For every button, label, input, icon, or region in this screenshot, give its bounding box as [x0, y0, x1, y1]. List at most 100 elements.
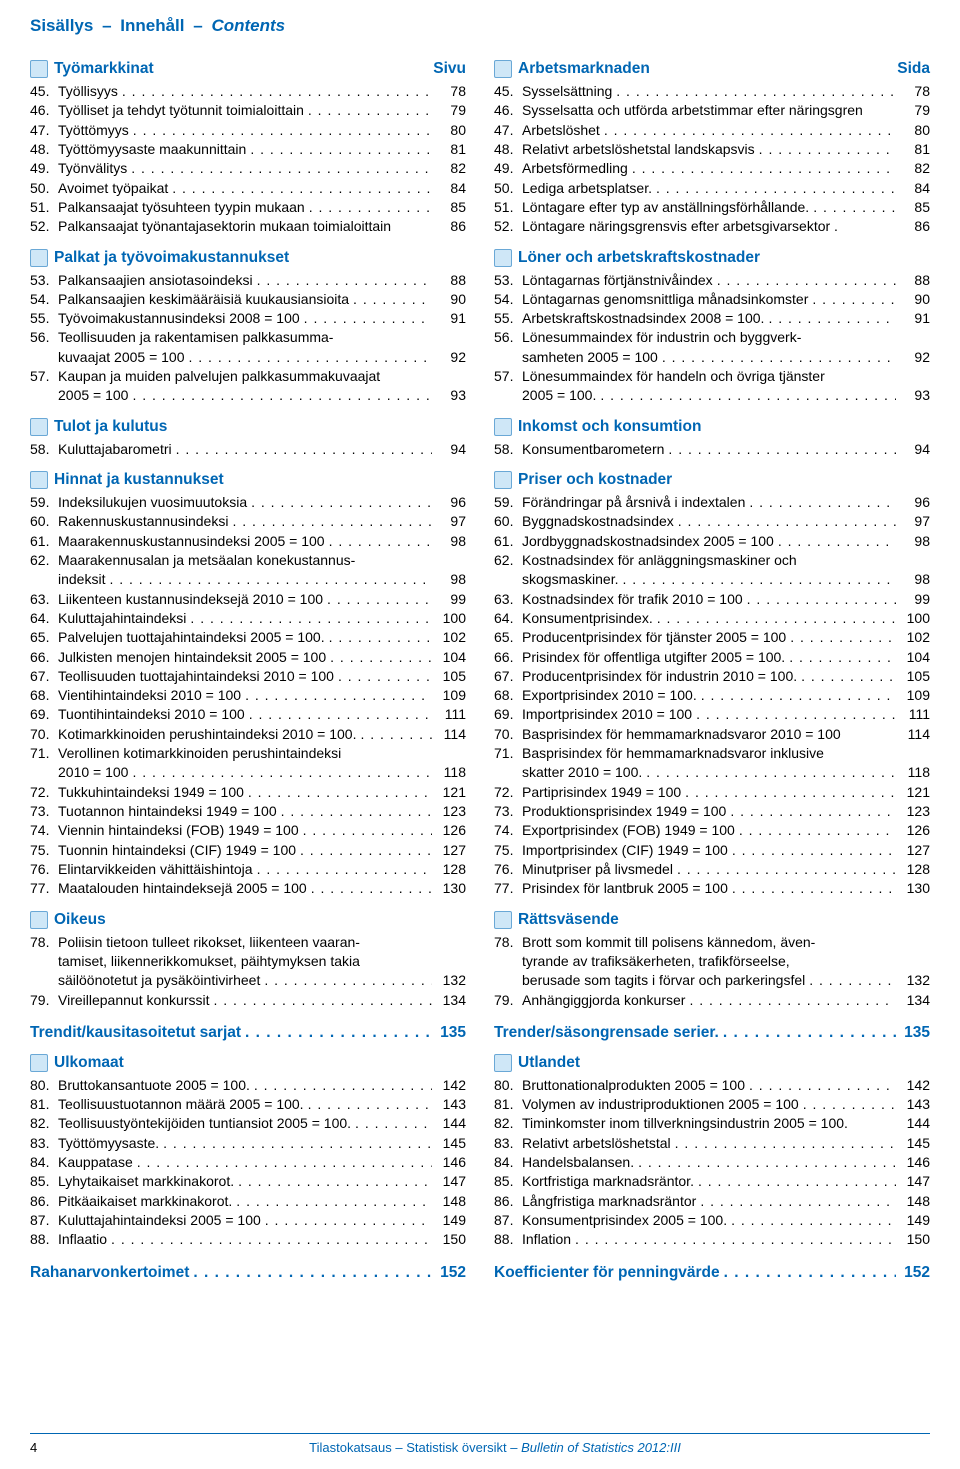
toc-number: 57.	[494, 367, 522, 386]
toc-number: 53.	[494, 271, 522, 290]
toc-number: 77.	[494, 879, 522, 898]
toc-label: Viennin hintaindeksi (FOB) 1949 = 100	[58, 821, 432, 840]
toc-page: 79	[432, 101, 466, 120]
toc-number: 66.	[494, 648, 522, 667]
toc-label: Pitkäaikaiset markkinakorot.	[58, 1192, 432, 1211]
toc-entry: 53.Palkansaajien ansiotasoindeksi88	[30, 271, 466, 290]
toc-number: 60.	[30, 512, 58, 531]
toc-page: 82	[432, 159, 466, 178]
toc-label: Löntagarnas förtjänstnivåindex	[522, 271, 896, 290]
toc-number: 82.	[30, 1114, 58, 1133]
toc-label: Byggnadskostnadsindex	[522, 512, 896, 531]
toc-page: 96	[432, 493, 466, 512]
toc-page: 132	[432, 971, 466, 990]
toc-number: 53.	[30, 271, 58, 290]
series-label: Trender/säsongrensade serier.	[494, 1024, 896, 1042]
toc-page: 147	[896, 1172, 930, 1191]
toc-number: 73.	[30, 802, 58, 821]
toc-label: kuvaajat 2005 = 100	[58, 348, 432, 367]
toc-page: 121	[432, 783, 466, 802]
toc-entry: 80.Bruttonationalprodukten 2005 = 100142	[494, 1076, 930, 1095]
page-header: Sisällys – Innehåll – Contents	[30, 16, 930, 36]
toc-number: 75.	[30, 841, 58, 860]
toc-label: Handelsbalansen.	[522, 1153, 896, 1172]
toc-page: 86	[896, 217, 930, 236]
toc-entry: 76.Minutpriser på livsmedel128	[494, 860, 930, 879]
toc-entry: 76.Elintarvikkeiden vähittäishintoja128	[30, 860, 466, 879]
toc-label: Maarakennuskustannusindeksi 2005 = 100	[58, 532, 432, 551]
toc-page: 142	[432, 1076, 466, 1095]
toc-entry: 63.Liikenteen kustannusindeksejä 2010 = …	[30, 590, 466, 609]
toc-entry: 59.Förändringar på årsnivå i indextalen9…	[494, 493, 930, 512]
toc-number: 51.	[30, 198, 58, 217]
toc-entry: 88.Inflaatio150	[30, 1230, 466, 1249]
toc-label: Julkisten menojen hintaindeksit 2005 = 1…	[58, 648, 432, 667]
section-icon	[494, 1054, 512, 1072]
toc-label: Arbetskraftskostnadsindex 2008 = 100.	[522, 309, 896, 328]
toc-label: Indeksilukujen vuosimuutoksia	[58, 493, 432, 512]
toc-page: 104	[432, 648, 466, 667]
toc-entry: 50.Lediga arbetsplatser.84	[494, 179, 930, 198]
toc-number: 69.	[30, 705, 58, 724]
toc-label: Tukkuhintaindeksi 1949 = 100	[58, 783, 432, 802]
section-title: Ulkomaat	[54, 1054, 466, 1072]
toc-page: 102	[896, 628, 930, 647]
toc-label: Kaupan ja muiden palvelujen palkkasummak…	[58, 367, 432, 386]
toc-number: 88.	[30, 1230, 58, 1249]
toc-label: Prisindex för offentliga utgifter 2005 =…	[522, 648, 896, 667]
toc-label: Lediga arbetsplatser.	[522, 179, 896, 198]
toc-number: 63.	[30, 590, 58, 609]
toc-label: Palkansaajien ansiotasoindeksi	[58, 271, 432, 290]
toc-entry: 47.Arbetslöshet80	[494, 121, 930, 140]
toc-page: 144	[432, 1114, 466, 1133]
toc-page: 128	[432, 860, 466, 879]
toc-number: 73.	[494, 802, 522, 821]
toc-label: Prisindex för lantbruk 2005 = 100	[522, 879, 896, 898]
toc-entry: 84.Kauppatase146	[30, 1153, 466, 1172]
toc-entry: 72.Tukkuhintaindeksi 1949 = 100121	[30, 783, 466, 802]
toc-label: Kuluttajabarometri	[58, 440, 432, 459]
toc-number: 52.	[30, 217, 58, 236]
toc-page: 80	[896, 121, 930, 140]
toc-page: 118	[896, 763, 930, 782]
toc-label: Työttömyys	[58, 121, 432, 140]
section-title: Rättsväsende	[518, 911, 930, 929]
section-icon	[494, 471, 512, 489]
toc-page: 134	[432, 991, 466, 1010]
section-icon	[30, 1054, 48, 1072]
toc-entry: 48.Työttömyysaste maakunnittain81	[30, 140, 466, 159]
toc-page: 85	[896, 198, 930, 217]
section-header: Inkomst och konsumtion	[494, 418, 930, 436]
section-title: Inkomst och konsumtion	[518, 418, 930, 436]
toc-label: Inflaatio	[58, 1230, 432, 1249]
toc-entry: 49.Työnvälitys82	[30, 159, 466, 178]
toc-page: 130	[896, 879, 930, 898]
series-label: Trendit/kausitasoitetut sarjat	[30, 1024, 432, 1042]
toc-label: Kotimarkkinoiden perushintaindeksi 2010 …	[58, 725, 432, 744]
column-left: TyömarkkinatSivu45.Työllisyys7846.Työlli…	[30, 60, 466, 1286]
toc-label: Rakennuskustannusindeksi	[58, 512, 432, 531]
toc-entry: 70.Basprisindex för hemmamarknadsvaror 2…	[494, 725, 930, 744]
toc-label: Relativt arbetslöshetstal	[522, 1134, 896, 1153]
section-header: Oikeus	[30, 911, 466, 929]
toc-page: 93	[432, 386, 466, 405]
section-header: TyömarkkinatSivu	[30, 60, 466, 78]
toc-page: 147	[432, 1172, 466, 1191]
toc-page: 81	[896, 140, 930, 159]
toc-label: Maatalouden hintaindeksejä 2005 = 100	[58, 879, 432, 898]
section-header: Löner och arbetskraftskostnader	[494, 249, 930, 267]
toc-number: 72.	[30, 783, 58, 802]
section-header: Hinnat ja kustannukset	[30, 471, 466, 489]
header-sep: –	[189, 16, 206, 35]
toc-number: 64.	[30, 609, 58, 628]
toc-entry: 54.Löntagarnas genomsnittliga månadsinko…	[494, 290, 930, 309]
toc-number: 59.	[494, 493, 522, 512]
footer-fi: Tilastokatsaus	[309, 1440, 392, 1455]
footer-sep: –	[395, 1440, 402, 1455]
toc-entry: indeksit98	[30, 570, 466, 589]
toc-page: 97	[432, 512, 466, 531]
toc-entry: 87.Kuluttajahintaindeksi 2005 = 100149	[30, 1211, 466, 1230]
series-page: 135	[896, 1024, 930, 1042]
toc-page: 92	[896, 348, 930, 367]
toc-page: 123	[432, 802, 466, 821]
